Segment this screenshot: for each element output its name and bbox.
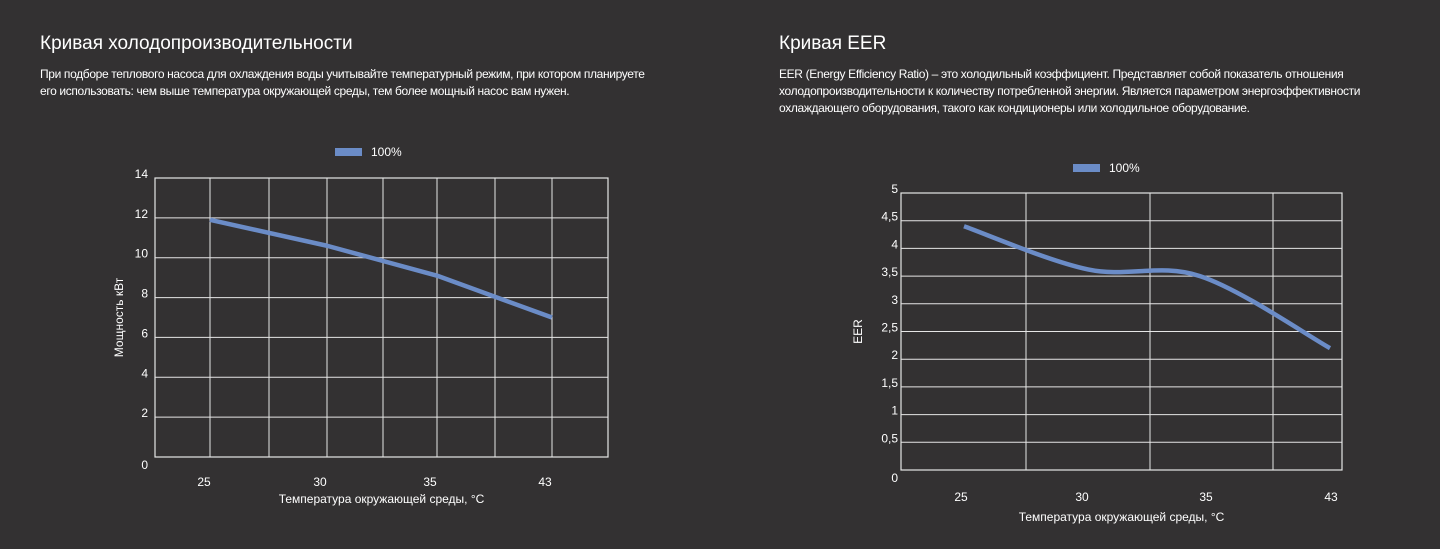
series-line-100pct <box>963 224 1332 351</box>
y-tick-label: 3,5 <box>881 265 898 279</box>
y-tick-label: 12 <box>135 207 149 221</box>
y-tick-label: 1 <box>891 404 898 418</box>
plot-frame <box>154 177 609 458</box>
y-tick-label: 8 <box>141 287 148 301</box>
chart-title-eer: Кривая EER <box>779 33 887 54</box>
x-axis-title: Температура окружающей среды, °C <box>1019 510 1225 524</box>
description-eer: EER (Energy Efficiency Ratio) – это холо… <box>779 66 1361 117</box>
y-tick-label: 4,5 <box>881 210 898 224</box>
x-tick-label: 35 <box>1199 490 1213 504</box>
y-tick-label: 0 <box>141 458 148 472</box>
legend-label: 100% <box>1109 161 1140 175</box>
x-tick-label: 30 <box>1075 490 1089 504</box>
description-line: его использовать: чем выше температура о… <box>40 84 570 98</box>
y-tick-label: 5 <box>891 182 898 196</box>
y-tick-label: 2 <box>891 348 898 362</box>
y-tick-label: 0,5 <box>881 431 898 445</box>
description-line: EER (Energy Efficiency Ratio) – это холо… <box>779 67 1344 81</box>
x-tick-label: 43 <box>538 475 552 489</box>
y-tick-label: 10 <box>135 247 149 261</box>
y-tick-label: 4 <box>141 366 148 380</box>
y-axis-title: Мощность кВт <box>112 277 126 357</box>
legend-swatch <box>335 148 362 156</box>
y-tick-label: 3 <box>891 293 898 307</box>
y-axis-title: EER <box>851 319 865 344</box>
description-line: охлаждающего оборудования, такого как ко… <box>779 101 1250 115</box>
y-tick-label: 4 <box>891 237 898 251</box>
x-tick-label: 25 <box>954 490 968 504</box>
legend-label: 100% <box>371 145 402 159</box>
series-line-100pct <box>209 217 553 320</box>
y-tick-label: 1,5 <box>881 376 898 390</box>
x-tick-label: 43 <box>1324 490 1338 504</box>
y-tick-label: 14 <box>135 167 149 181</box>
legend-swatch <box>1073 164 1100 172</box>
description-capacity: При подборе теплового насоса для охлажде… <box>40 66 645 100</box>
x-tick-label: 30 <box>313 475 327 489</box>
chart-title-capacity: Кривая холодопроизводительности <box>40 33 353 54</box>
description-line: холодопроизводительности к количеству по… <box>779 84 1361 98</box>
description-line: При подборе теплового насоса для охлажде… <box>40 67 645 81</box>
y-tick-label: 2,5 <box>881 321 898 335</box>
y-tick-label: 2 <box>141 406 148 420</box>
x-axis-title: Температура окружающей среды, °C <box>279 492 485 506</box>
x-tick-label: 25 <box>197 475 211 489</box>
y-tick-label: 6 <box>141 326 148 340</box>
y-tick-label: 0 <box>891 471 898 485</box>
x-tick-label: 35 <box>423 475 437 489</box>
